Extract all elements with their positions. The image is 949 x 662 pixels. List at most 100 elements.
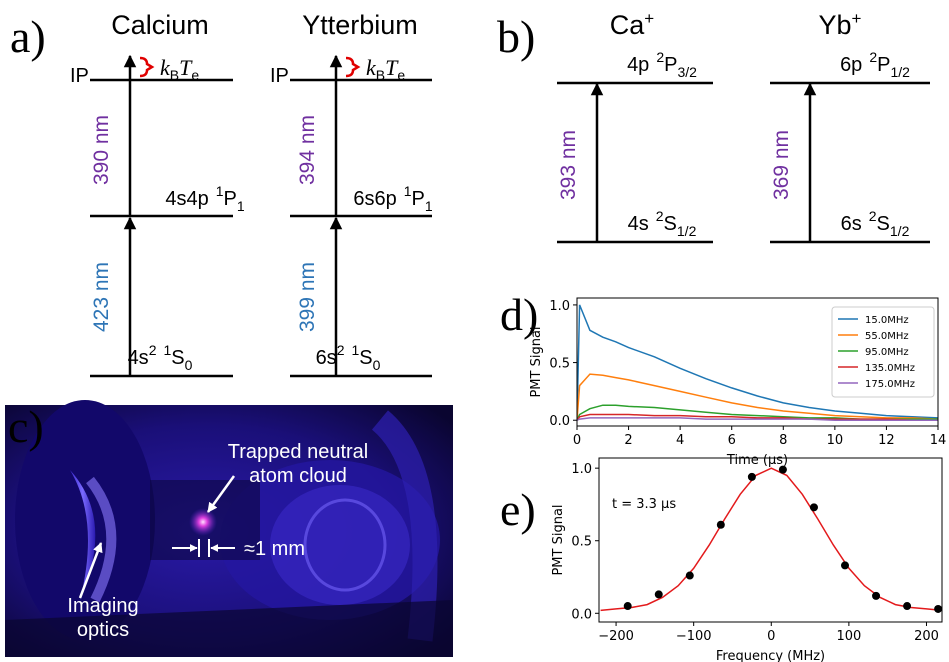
annotation: t = 3.3 μs	[612, 497, 676, 512]
label-part: 1	[404, 183, 412, 199]
point	[903, 602, 912, 611]
label-part: 2	[869, 49, 877, 65]
thermal-bracket	[345, 56, 361, 78]
y-axis-label: PMT Signal	[551, 504, 566, 575]
label-part: 2	[149, 342, 157, 358]
label-part: 1/2	[677, 223, 697, 239]
point	[778, 465, 787, 474]
line	[577, 304, 938, 421]
plot-frame	[598, 457, 943, 623]
callout: Imaging	[67, 595, 138, 617]
label-part: 6s6p	[353, 188, 396, 210]
label-part: Yb	[819, 10, 852, 40]
label-part: k	[366, 55, 377, 80]
chart: 0.0 0.5 1.0 −200 −100 0 100 200 PMT Signal Freque…	[551, 457, 943, 662]
label-part: B	[376, 67, 385, 83]
x-tick-label: 6	[728, 433, 736, 448]
legend-label: 135.0MHz	[865, 363, 915, 374]
line	[600, 467, 942, 612]
x-tick-label: 0	[573, 433, 581, 448]
label-part: 0	[185, 357, 193, 373]
y-tick-label: 1.0	[571, 462, 592, 477]
level-label: 4s 2S1/2	[628, 208, 697, 239]
x-axis-label: Frequency (MHz)	[716, 649, 825, 662]
level-label: 4s2 1S0	[128, 342, 193, 373]
label-part: 2	[656, 208, 664, 224]
label-part: e	[397, 67, 405, 83]
label-part: 2	[656, 49, 664, 65]
point	[623, 602, 632, 611]
point	[872, 591, 881, 600]
panel-label: b)	[497, 11, 535, 62]
x-tick-label: −100	[676, 629, 712, 644]
label-part: 1	[163, 342, 171, 358]
label-part: S	[359, 347, 372, 369]
x-tick-label: 100	[836, 629, 861, 644]
panel-label: d)	[500, 289, 538, 340]
label-part: 1	[351, 342, 359, 358]
level-label: 4p 2P3/2	[627, 49, 697, 80]
x-tick-label: 2	[624, 433, 632, 448]
label-part: 4s4p	[165, 188, 208, 210]
label-part: +	[852, 9, 862, 28]
label-part: S	[877, 213, 890, 235]
point	[809, 503, 818, 512]
y-tick-label: 1.0	[549, 299, 570, 314]
label-part: T	[179, 55, 193, 80]
panel-label: e)	[500, 484, 536, 535]
wavelength: 399 nm	[296, 262, 319, 332]
x-tick-label: −200	[598, 629, 634, 644]
point	[747, 472, 756, 481]
legend-label: 175.0MHz	[865, 379, 915, 390]
x-tick-label: 10	[827, 433, 844, 448]
label-part: 1	[425, 198, 433, 214]
x-axis-label: Time (μs)	[726, 453, 788, 468]
level-label: 6p 2P1/2	[840, 49, 910, 80]
photo	[5, 400, 453, 657]
element-title: Ytterbium	[302, 10, 418, 40]
y-tick-label: 0.5	[571, 535, 592, 550]
point	[685, 571, 694, 580]
y-tick-label: 0.0	[549, 414, 570, 429]
label-part: P	[224, 188, 237, 210]
legend-label: 55.0MHz	[865, 331, 909, 342]
x-tick-label: 8	[779, 433, 787, 448]
ip-label: IP	[270, 65, 289, 87]
label-part: 1	[237, 198, 245, 214]
label-part: 4s	[128, 347, 149, 369]
label-part: 6s	[316, 347, 337, 369]
label-part: 6s	[841, 213, 862, 235]
wavelength: 394 nm	[296, 115, 319, 185]
line	[577, 413, 938, 421]
level-label: 6s2 1S0	[316, 342, 381, 373]
panel-label: c)	[8, 401, 44, 452]
point	[654, 590, 663, 599]
label-part: 4s	[628, 213, 649, 235]
label-part: 6p	[840, 54, 862, 76]
x-tick-label: 0	[767, 629, 775, 644]
legend-label: 15.0MHz	[865, 315, 909, 326]
x-tick-label: 12	[878, 433, 895, 448]
wavelength: 393 nm	[557, 130, 580, 200]
label-part: P	[664, 54, 677, 76]
wavelength: 369 nm	[770, 130, 793, 200]
level-label: 6s6p 1P1	[353, 183, 433, 214]
y-tick-label: 0.5	[549, 357, 570, 372]
label-part: Ca	[610, 10, 645, 40]
line	[577, 417, 938, 421]
label-part: 2	[337, 342, 345, 358]
scale-label: ≈1 mm	[244, 538, 305, 560]
label-part: 4p	[627, 54, 649, 76]
y-tick-label: 0.0	[571, 607, 592, 622]
label-part: 3/2	[677, 64, 697, 80]
label-part: +	[644, 9, 654, 28]
point	[840, 561, 849, 570]
thermal-energy: kBTe	[160, 55, 199, 83]
point	[716, 520, 725, 529]
level-label: 6s 2S1/2	[841, 208, 910, 239]
wavelength: 390 nm	[90, 115, 113, 185]
label-part: 1/2	[890, 223, 910, 239]
x-tick-label: 14	[930, 433, 947, 448]
chart: 0.0 0.5 1.0 0 2 4 6 8 10 12 14 PMT Signal Time (μs) 1…	[529, 297, 947, 468]
